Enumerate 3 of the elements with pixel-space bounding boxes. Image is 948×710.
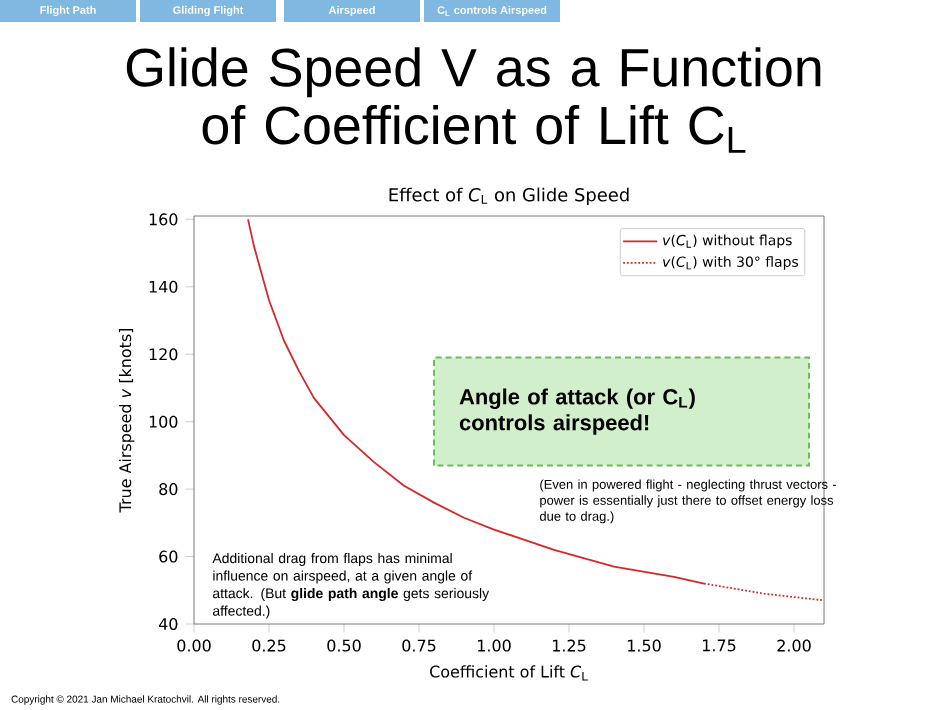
chart-subtitle: Effect of C$_{L}$ on Glide Speed [389,187,629,205]
chart-title: Glide Speed V as a Function of Coefficient of Lift C$_{L}$ [126,47,821,153]
text: Angle of attack (or C$_{L}$) controls airspeed! [459,388,695,435]
